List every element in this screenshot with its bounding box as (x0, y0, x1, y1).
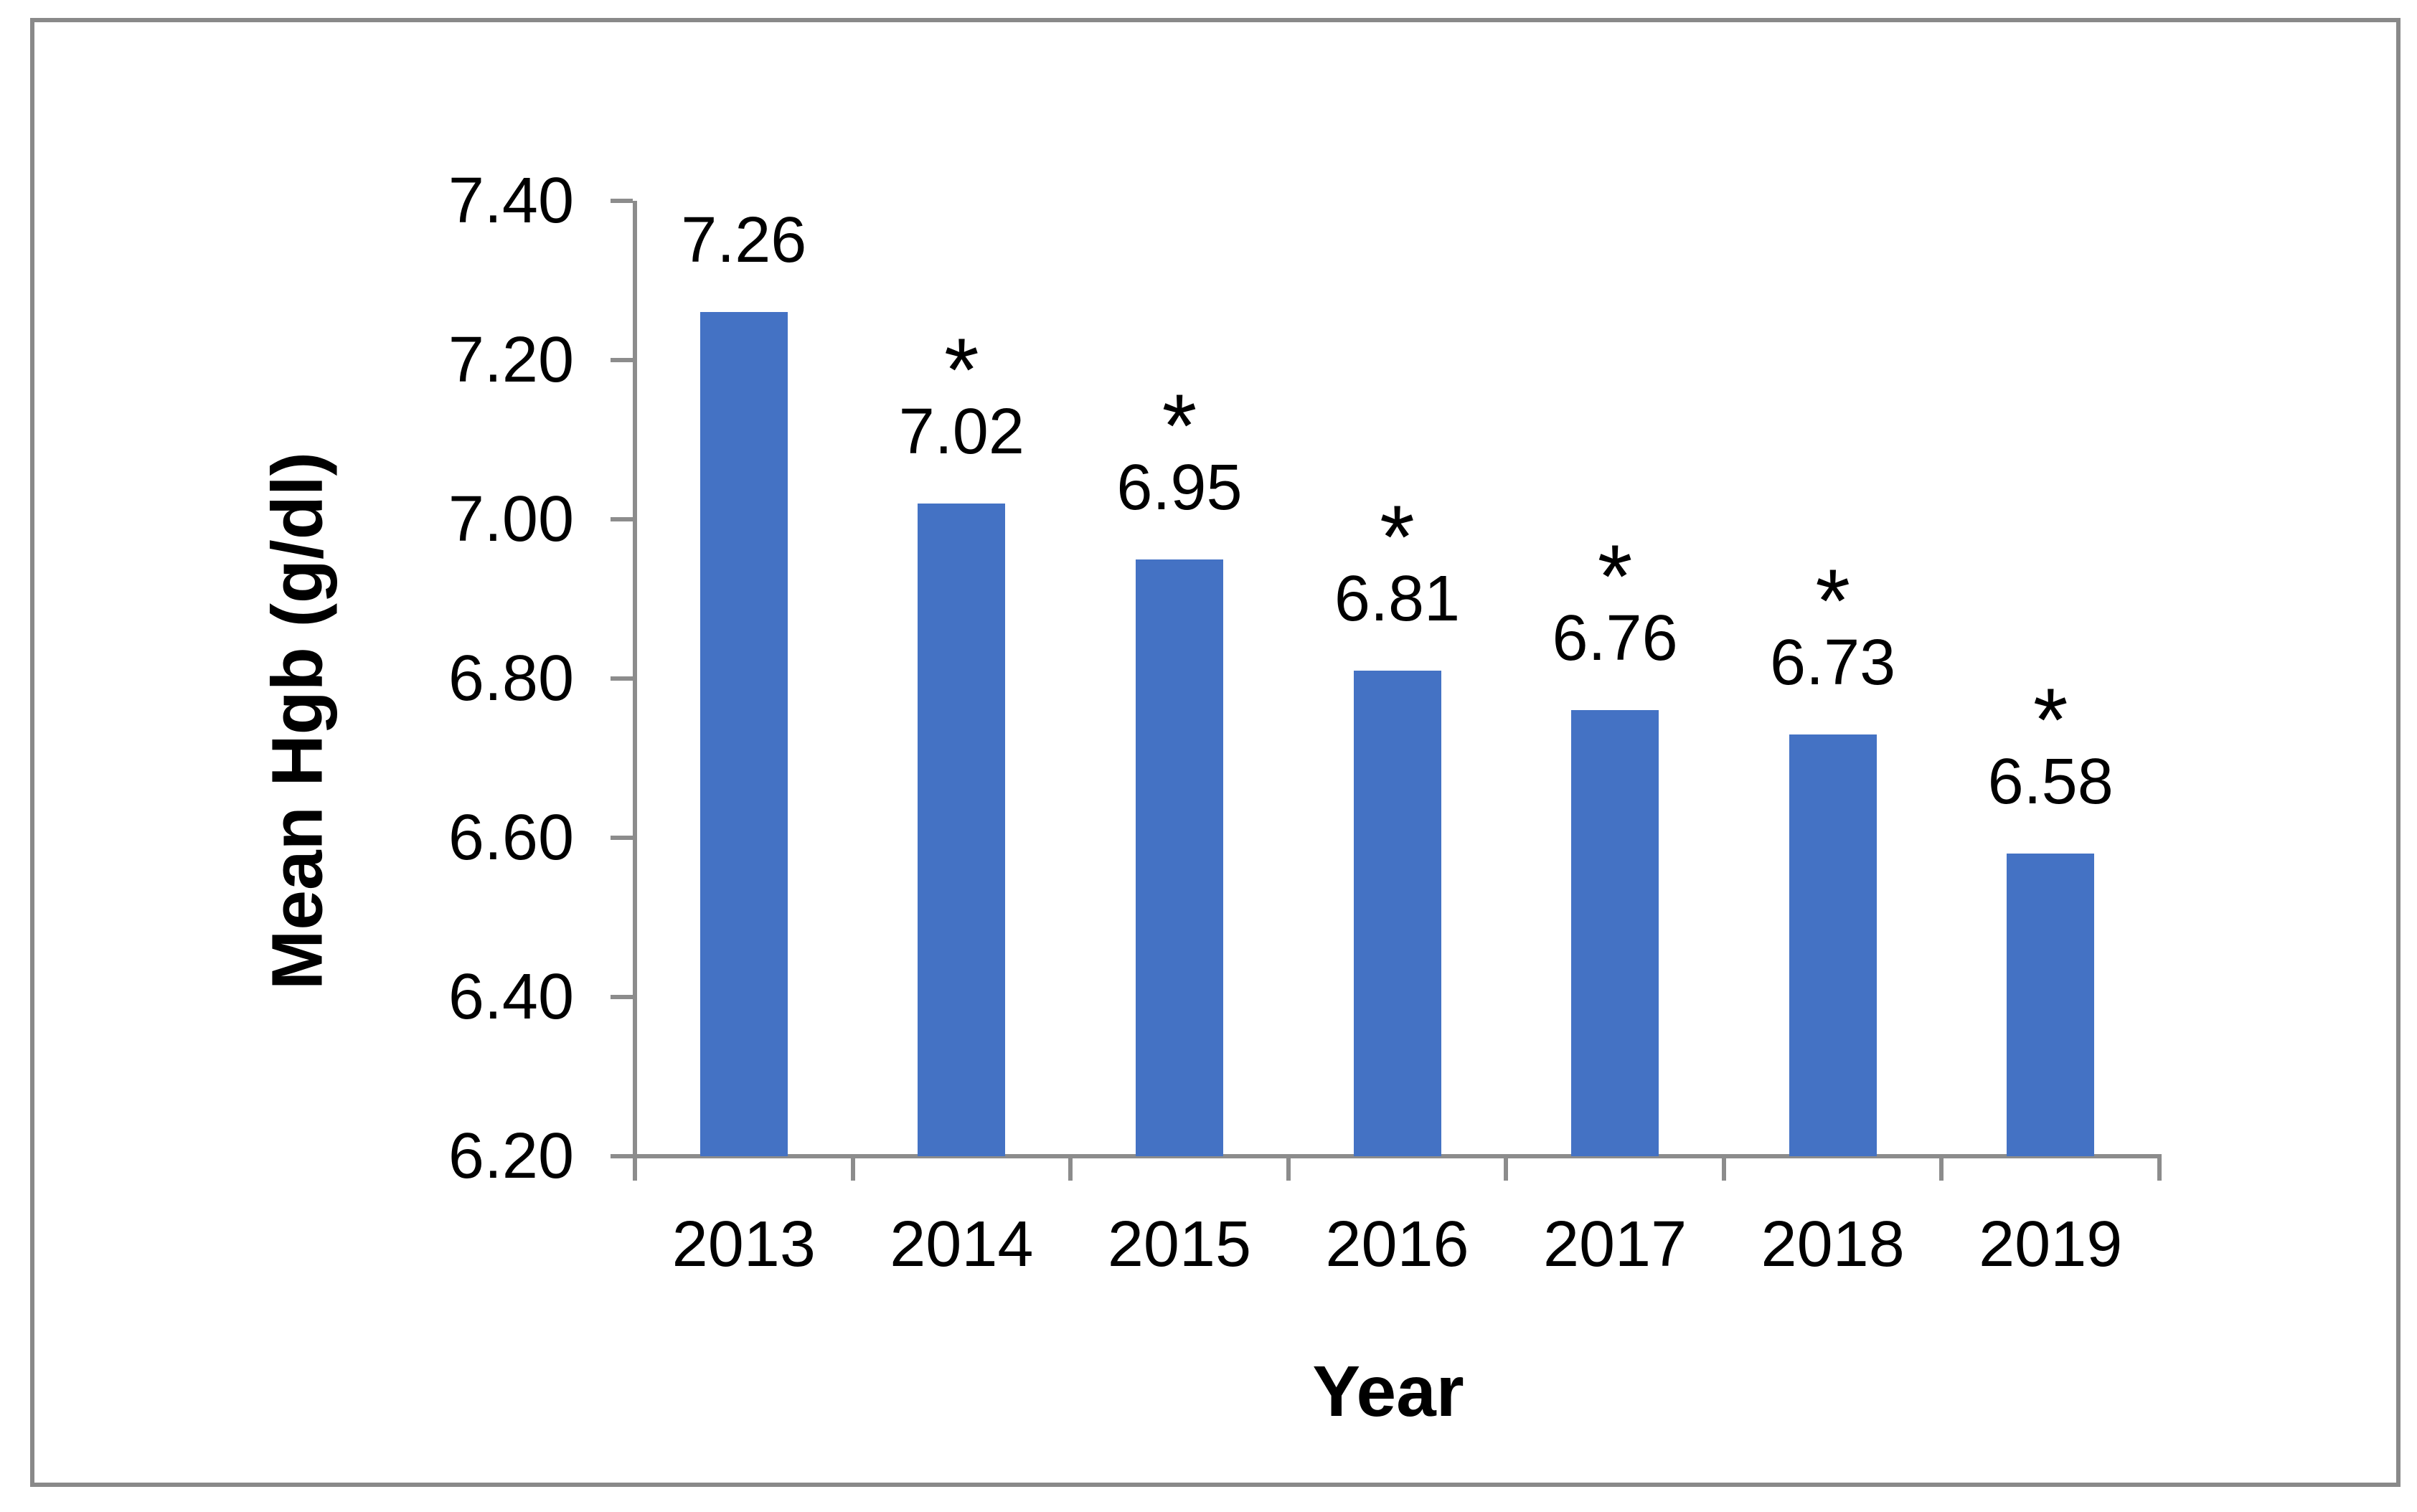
significance-asterisk: * (1597, 527, 1633, 628)
y-tick (611, 1154, 633, 1158)
y-tick-label: 6.40 (448, 961, 574, 1033)
x-tick (1286, 1158, 1291, 1181)
x-tick-label: 2013 (672, 1209, 816, 1280)
x-tick-label: 2018 (1761, 1209, 1905, 1280)
y-tick-label: 6.20 (448, 1120, 574, 1192)
x-axis-line (633, 1154, 2162, 1158)
significance-asterisk: * (944, 320, 979, 420)
y-tick (611, 676, 633, 681)
y-tick (611, 995, 633, 999)
y-tick (611, 199, 633, 203)
x-tick (1504, 1158, 1509, 1181)
bar (1571, 710, 1659, 1156)
x-tick-label: 2017 (1542, 1209, 1687, 1280)
y-tick (611, 517, 633, 521)
y-tick (611, 358, 633, 362)
significance-asterisk: * (2032, 671, 2068, 771)
bar-value-label: 6.76 (1552, 603, 1678, 675)
significance-asterisk: * (1815, 551, 1850, 651)
x-tick-label: 2016 (1325, 1209, 1469, 1280)
y-tick-label: 7.20 (448, 324, 574, 396)
x-tick (1068, 1158, 1073, 1181)
y-axis-line (633, 201, 637, 1158)
bar (1353, 670, 1441, 1156)
y-tick-label: 6.80 (448, 643, 574, 714)
bar (1789, 734, 1877, 1156)
bar-value-label: 7.26 (681, 204, 807, 277)
bar (918, 503, 1006, 1156)
x-tick-label: 2014 (890, 1209, 1034, 1280)
x-tick-label: 2015 (1107, 1209, 1252, 1280)
x-tick (2157, 1158, 2162, 1181)
bar-value-label: 7.02 (898, 395, 1024, 468)
y-tick-label: 7.00 (448, 483, 574, 555)
x-tick (1721, 1158, 1726, 1181)
bar (2007, 854, 2095, 1156)
y-tick-label: 6.60 (448, 802, 574, 874)
bar (699, 312, 788, 1156)
x-axis-title: Year (1312, 1351, 1464, 1432)
significance-asterisk: * (1162, 376, 1197, 476)
bar (1135, 559, 1223, 1156)
y-tick-label: 7.40 (448, 165, 574, 237)
y-tick (611, 836, 633, 840)
x-tick (850, 1158, 855, 1181)
bar-value-label: 6.95 (1116, 451, 1243, 524)
x-tick (633, 1158, 637, 1181)
bar-value-label: 6.81 (1334, 562, 1461, 635)
bar-value-label: 6.73 (1770, 626, 1896, 699)
significance-asterisk: * (1380, 487, 1415, 587)
bar-value-label: 6.58 (1987, 746, 2114, 818)
x-tick (1939, 1158, 1944, 1181)
x-tick-label: 2019 (1979, 1209, 2123, 1280)
